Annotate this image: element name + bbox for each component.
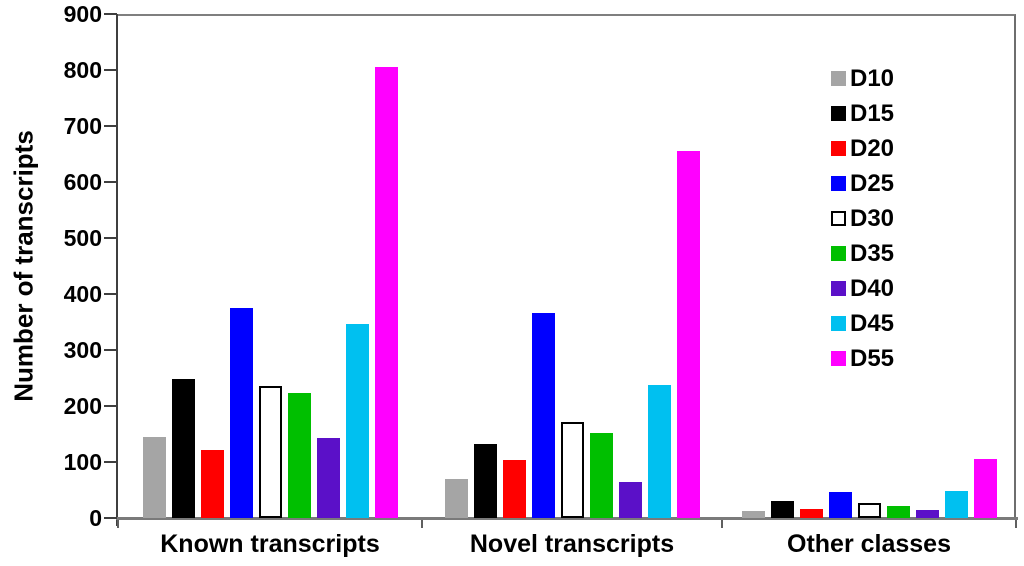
y-tick [104, 405, 117, 407]
y-tick [104, 349, 117, 351]
y-tick [104, 517, 117, 519]
legend-label-d10: D10 [850, 65, 895, 92]
y-tick-label: 100 [63, 449, 102, 475]
legend-swatch-d20 [831, 141, 846, 156]
bar-d55-1 [374, 66, 398, 518]
y-tick-label: 0 [89, 505, 102, 531]
x-tick [1015, 520, 1017, 528]
legend-label-d55: D55 [850, 345, 895, 372]
legend-row-d45: D45 [831, 306, 894, 341]
y-tick-label: 800 [63, 57, 102, 83]
y-tick [104, 237, 117, 239]
category-label-3: Other classes [787, 530, 951, 558]
bar-group-1 [118, 66, 422, 518]
bar-group-2 [422, 150, 722, 518]
bar-group-3 [722, 459, 1016, 518]
legend-swatch-d45 [831, 316, 846, 331]
bar-d40-2 [618, 481, 642, 518]
bar-d40-1 [316, 437, 340, 518]
x-axis-line [116, 517, 1018, 520]
bar-d45-3 [944, 490, 968, 518]
category-label-1: Known transcripts [160, 530, 380, 558]
legend-swatch-d10 [831, 71, 846, 86]
y-tick-label: 600 [63, 169, 102, 195]
bar-d55-3 [973, 459, 997, 518]
bar-d25-3 [828, 491, 852, 518]
legend-label-d25: D25 [850, 170, 895, 197]
bar-d35-1 [287, 392, 311, 518]
y-tick-label: 300 [63, 337, 102, 363]
y-tick [104, 125, 117, 127]
bar-d25-1 [229, 308, 253, 518]
legend-swatch-d30 [831, 211, 846, 226]
bar-d25-2 [531, 313, 555, 518]
bar-d10-1 [142, 436, 166, 518]
legend-swatch-d25 [831, 176, 846, 191]
bar-d10-3 [741, 511, 765, 518]
bar-d30-1 [258, 386, 282, 518]
legend-row-d20: D20 [831, 131, 894, 166]
bar-d35-3 [886, 506, 910, 518]
legend-row-d40: D40 [831, 271, 894, 306]
legend-row-d35: D35 [831, 236, 894, 271]
bar-d45-1 [345, 324, 369, 518]
legend: D10 D15 D20 D25 D30 D35 D40 D45 D55 [831, 61, 894, 376]
bar-d30-2 [560, 422, 584, 518]
x-tick [721, 520, 723, 528]
x-tick [117, 520, 119, 528]
y-tick-label: 400 [63, 281, 102, 307]
y-tick-label: 900 [63, 1, 102, 27]
x-tick [421, 520, 423, 528]
bar-d10-2 [444, 479, 468, 518]
legend-label-d30: D30 [850, 205, 895, 232]
legend-row-d10: D10 [831, 61, 894, 96]
legend-label-d35: D35 [850, 240, 895, 267]
y-axis-line [116, 14, 118, 526]
bar-d55-2 [676, 150, 700, 518]
bar-d35-2 [589, 433, 613, 518]
legend-label-d15: D15 [850, 100, 895, 127]
bar-d30-3 [857, 503, 881, 518]
category-label-2: Novel transcripts [469, 530, 675, 558]
legend-row-d55: D55 [831, 341, 894, 376]
legend-row-d15: D15 [831, 96, 894, 131]
bar-d15-3 [770, 501, 794, 518]
bar-d45-2 [647, 385, 671, 518]
y-tick-label: 700 [63, 113, 102, 139]
y-tick [104, 69, 117, 71]
legend-swatch-d55 [831, 351, 846, 366]
y-tick-label: 200 [63, 393, 102, 419]
bar-d40-3 [915, 510, 939, 518]
legend-label-d40: D40 [850, 275, 895, 302]
bar-d20-2 [502, 460, 526, 518]
legend-label-d45: D45 [850, 310, 895, 337]
bar-d20-1 [200, 449, 224, 518]
legend-row-d25: D25 [831, 166, 894, 201]
y-tick-label: 500 [63, 225, 102, 251]
y-tick [104, 181, 117, 183]
bar-d15-2 [473, 443, 497, 518]
legend-swatch-d40 [831, 281, 846, 296]
bar-d15-1 [171, 379, 195, 518]
legend-swatch-d35 [831, 246, 846, 261]
legend-label-d20: D20 [850, 135, 895, 162]
bar-d20-3 [799, 509, 823, 518]
legend-row-d30: D30 [831, 201, 894, 236]
y-tick [104, 461, 117, 463]
y-tick [104, 293, 117, 295]
y-tick [104, 13, 117, 15]
legend-swatch-d15 [831, 106, 846, 121]
